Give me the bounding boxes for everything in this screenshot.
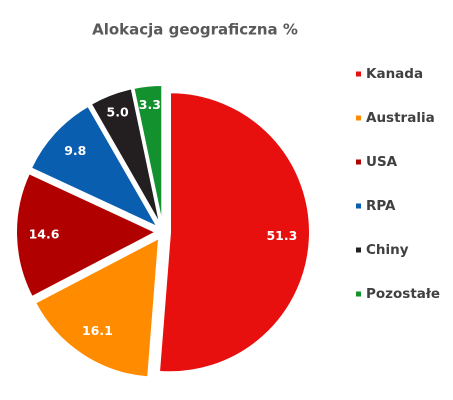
pie-slice (15, 171, 159, 299)
data-label: 51.3 (266, 228, 297, 243)
data-label: 9.8 (64, 143, 86, 158)
data-label: 16.1 (82, 323, 113, 338)
legend-label: Chiny (366, 242, 409, 258)
pie-slice (29, 104, 161, 230)
pie-slice (132, 84, 164, 226)
legend-label: Australia (366, 110, 435, 126)
data-label: 5.0 (107, 104, 129, 119)
data-label: 14.6 (29, 226, 60, 241)
legend-marker (356, 115, 361, 121)
data-label: 3.3 (139, 97, 161, 112)
pie-slice (33, 236, 161, 379)
legend-marker (356, 71, 361, 77)
legend-label: Pozostałe (366, 286, 440, 302)
legend-marker (356, 159, 361, 165)
legend-label: RPA (366, 198, 396, 214)
chart-title: Alokacja geograficzna % (92, 21, 298, 39)
pie-slice (157, 91, 311, 374)
legend-label: USA (366, 154, 398, 170)
pie-slice (89, 87, 162, 226)
legend-marker (356, 247, 361, 253)
legend-marker (356, 291, 361, 297)
legend-label: Kanada (366, 66, 423, 82)
legend-marker (356, 203, 361, 209)
